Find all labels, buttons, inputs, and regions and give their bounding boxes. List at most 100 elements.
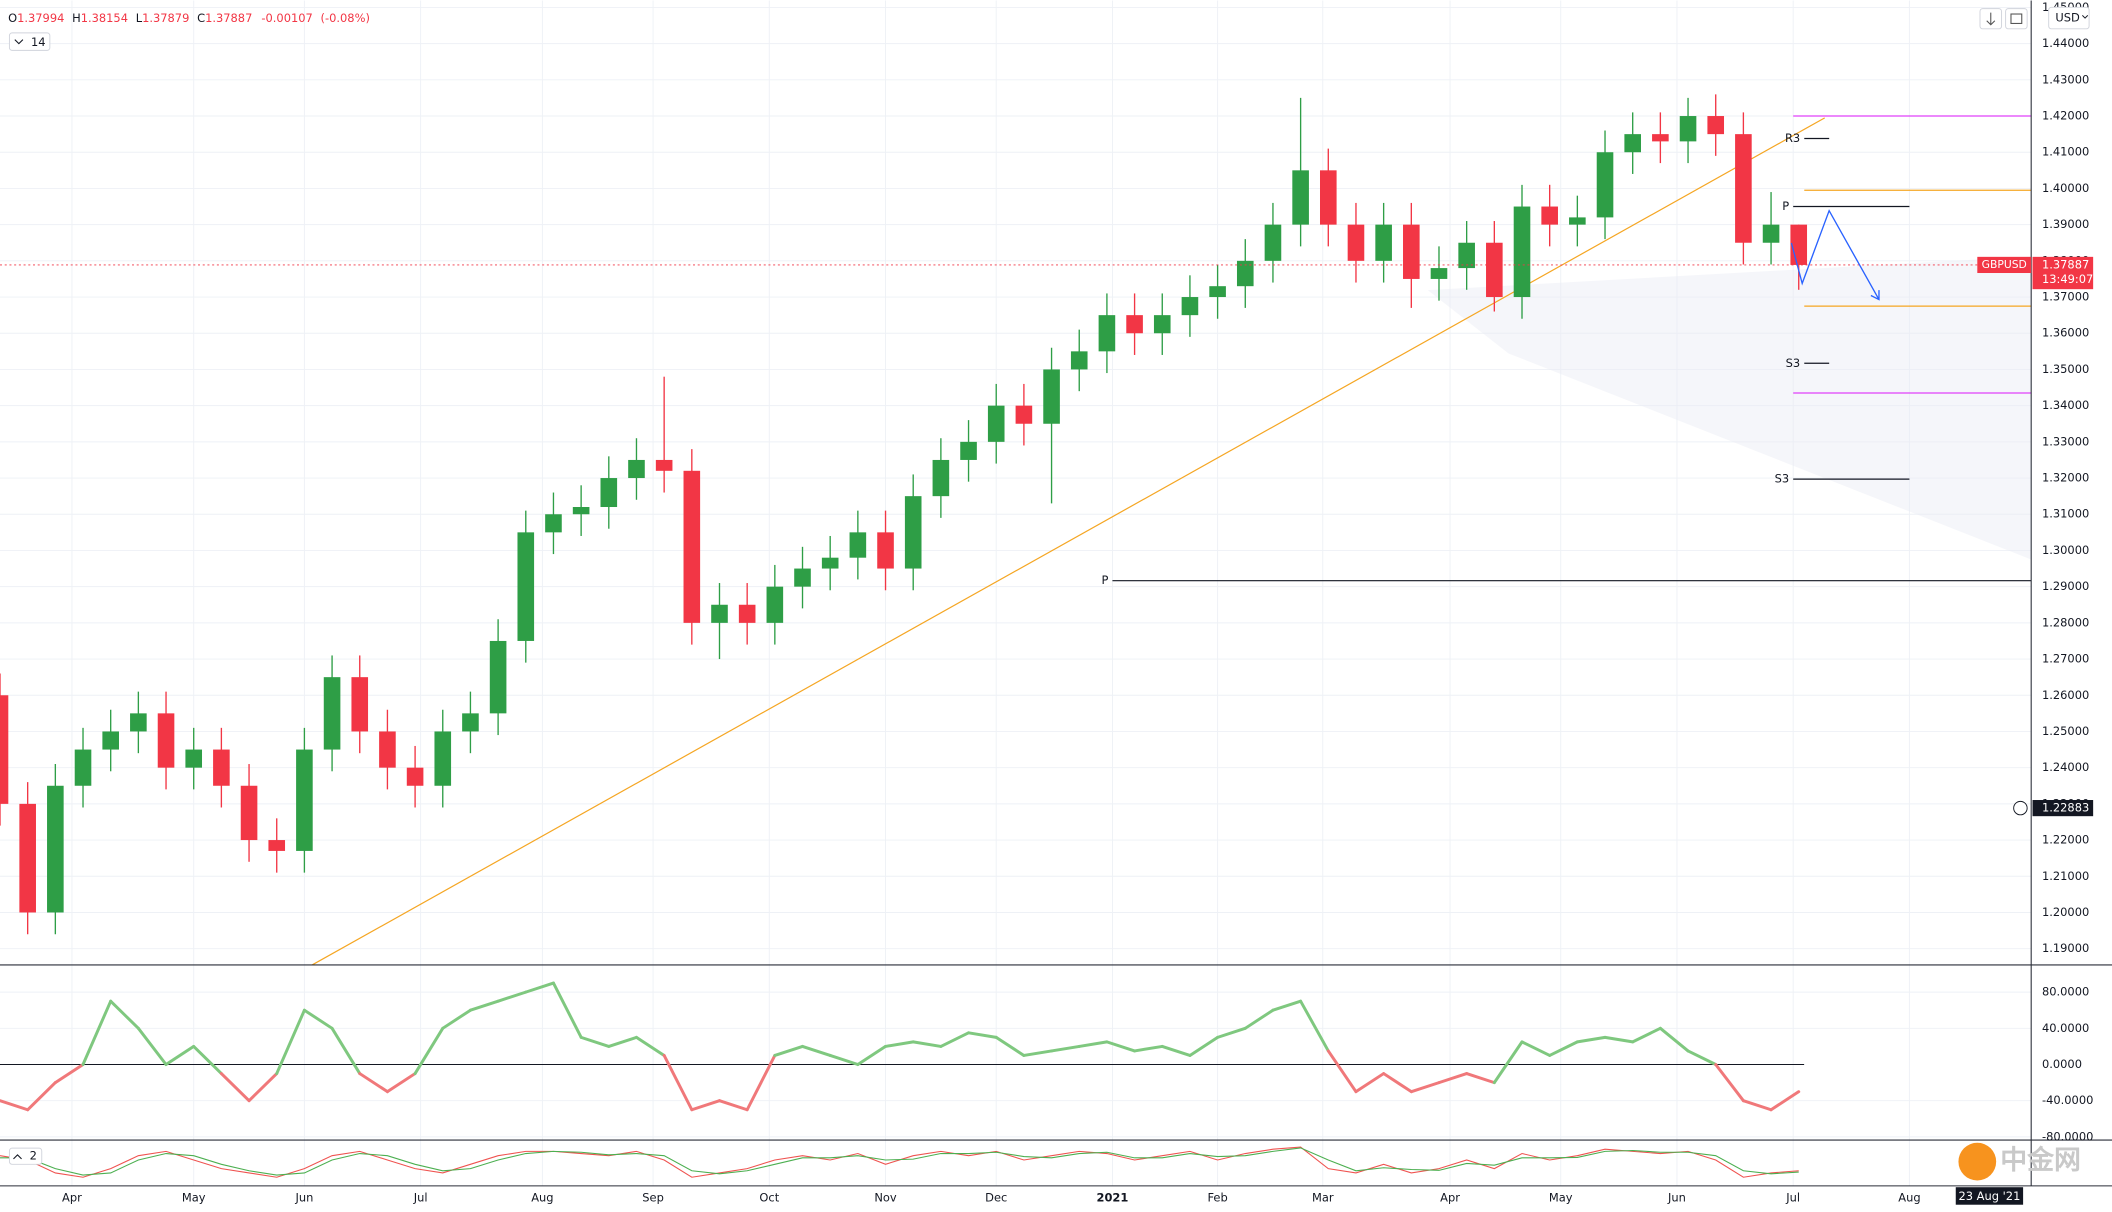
oscillator-segment — [1050, 1044, 1081, 1053]
y-tick-label: 1.28000 — [2042, 615, 2089, 629]
candle-body — [794, 568, 811, 587]
y-tick-label: 40.0000 — [2042, 1021, 2089, 1035]
oscillator-segment — [856, 1044, 888, 1066]
oscillator-segment — [1520, 1040, 1552, 1057]
candle-body — [1430, 268, 1448, 279]
x-tick-label: Sep — [642, 1190, 664, 1204]
indicators-toggle[interactable] — [8, 32, 51, 51]
refresh-icon — [2010, 13, 2023, 24]
oscillator-segment — [1133, 1044, 1164, 1053]
x-tick-label: Apr — [62, 1190, 82, 1204]
oscillator-segment — [468, 999, 500, 1012]
candle-body — [240, 785, 258, 841]
y-tick-label: 1.25000 — [2042, 724, 2089, 738]
candle-body — [406, 767, 424, 786]
x-tick-label: Oct — [759, 1190, 779, 1204]
x-tick-label: Jun — [294, 1190, 313, 1204]
crosshair-date-tag — [1955, 1187, 2024, 1205]
currency-select[interactable] — [2048, 6, 2090, 30]
oscillator-segment — [1437, 1072, 1469, 1085]
candle-body — [1652, 134, 1669, 142]
countdown: 13:49:07 — [2042, 272, 2093, 286]
oscillator-segment — [413, 1026, 445, 1076]
change: -0.00107 — [261, 11, 312, 25]
x-tick-label: Jul — [1785, 1190, 1800, 1204]
oscillator-segment — [1575, 1035, 1607, 1044]
y-tick-label: 1.34000 — [2042, 398, 2089, 412]
close-value: 1.37887 — [205, 11, 252, 25]
candle-body — [1347, 224, 1365, 261]
candle-body — [1209, 286, 1226, 298]
candle-body — [74, 749, 92, 786]
oscillator-segment — [579, 1035, 611, 1048]
candle-body — [766, 586, 784, 623]
oscillator-segment — [1354, 1072, 1386, 1094]
oscillator-segment — [1382, 1072, 1413, 1094]
y-tick-label: 1.21000 — [2042, 869, 2089, 883]
oscillator-segment — [26, 1081, 57, 1112]
stochastic-pane — [0, 1146, 1799, 1178]
oscillator-segment — [192, 1044, 223, 1076]
y-tick-label: 1.40000 — [2042, 181, 2089, 195]
candle-body — [1541, 206, 1558, 225]
refresh-button[interactable] — [2005, 8, 2028, 30]
candle-body — [683, 470, 701, 623]
oscillator-segment — [939, 1031, 971, 1048]
candle-body — [1513, 206, 1531, 298]
oscillator-segment — [662, 1053, 694, 1112]
oscillator-segment — [718, 1099, 749, 1112]
oscillator-segment — [634, 1035, 666, 1057]
candle-body — [1043, 369, 1060, 424]
x-tick-label: Aug — [531, 1190, 553, 1204]
chevron-icon — [2082, 15, 2089, 19]
y-tick-label: 1.39000 — [2042, 217, 2089, 231]
download-icon — [1986, 12, 1996, 26]
y-tick-label: 1.29000 — [2042, 579, 2089, 593]
candle-body — [296, 749, 313, 851]
ohlc-legend: O1.37994 H1.38154 L1.37879 C1.37887 -0.0… — [8, 11, 370, 25]
oscillator-segment — [551, 981, 583, 1039]
oscillator-segment — [1105, 1040, 1137, 1053]
crosshair-date: 23 Aug '21 — [1958, 1189, 2020, 1203]
oscillator-segment — [994, 1035, 1026, 1057]
oscillator-segment — [164, 1044, 196, 1066]
oscillator-segment — [828, 1053, 860, 1066]
stochastic-toggle[interactable] — [8, 1147, 43, 1165]
candle-body — [489, 640, 507, 714]
oscillator-segment — [358, 1072, 389, 1094]
candle-body — [47, 785, 64, 913]
candle-body — [1375, 224, 1392, 261]
oscillator-segment — [1658, 1026, 1690, 1053]
symbol-tag — [1977, 256, 2032, 274]
oscillator-segment — [385, 1072, 417, 1094]
oscillator-segment — [1714, 1063, 1745, 1103]
candle-body — [1098, 315, 1116, 352]
y-tick-label: -40.0000 — [2042, 1093, 2093, 1107]
candle-body — [1596, 152, 1614, 218]
candle-body — [1458, 242, 1475, 269]
x-tick-label: 2021 — [1097, 1190, 1129, 1204]
candle-body — [268, 840, 286, 851]
oscillator-segment — [136, 1026, 168, 1066]
crosshair-tag — [2032, 800, 2094, 817]
crosshair-button[interactable] — [2013, 800, 2028, 816]
symbol-tag-text: GBPUSD — [1982, 258, 2027, 271]
pitchfork-area — [1427, 256, 2032, 560]
oscillator-segment — [1271, 999, 1303, 1012]
y-tick-label: 1.44000 — [2042, 36, 2089, 50]
candle-body — [1486, 242, 1503, 298]
oscillator-segment — [81, 999, 113, 1066]
x-tick-label: Feb — [1207, 1190, 1227, 1204]
candle-body — [1569, 217, 1586, 225]
pivot-label: P — [1101, 573, 1108, 587]
candle-body — [655, 459, 673, 471]
axes: Apr May Jun Jul Aug Sep Oct Nov Dec 2021 Feb Mar Apr… — [62, 0, 2093, 1205]
chevron-icon — [14, 39, 24, 45]
candle-body — [157, 713, 175, 768]
y-tick-label: 1.37000 — [2042, 290, 2089, 304]
oscillator-segment — [219, 1072, 251, 1103]
candle-body — [19, 803, 36, 913]
pivot-label: R3 — [1785, 131, 1800, 145]
y-tick-label: -80.0000 — [2042, 1129, 2093, 1143]
